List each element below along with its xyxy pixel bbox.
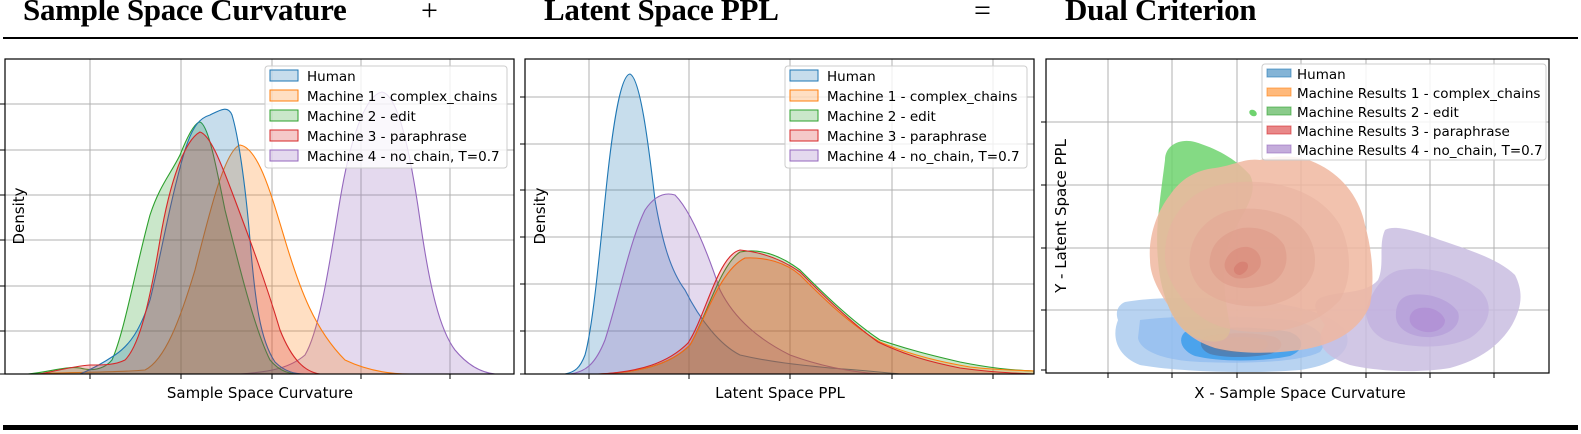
legend-label: Machine 2 - edit: [827, 109, 936, 125]
kde-machine1: [599, 257, 1034, 374]
legend-swatch-machine3: [789, 129, 819, 142]
ticks: [0, 103, 451, 379]
kde-human: [564, 73, 901, 374]
x-axis-label: X - Sample Space Curvature: [1194, 384, 1405, 402]
legend-label: Machine 4 - no_chain, T=0.7: [827, 149, 1020, 165]
plot-dual-criterion: X - Sample Space Curvature Y - Latent Sp…: [1041, 58, 1550, 402]
header-term-sample-space-curvature: Sample Space Curvature: [23, 0, 347, 27]
plot-sample-space-curvature: Sample Space Curvature Density Human Mac…: [0, 58, 515, 402]
kde-machine3: [597, 249, 1034, 374]
bottom-rule: [3, 425, 1578, 430]
legend-swatch-machine2: [1266, 106, 1292, 116]
legend-label: Machine Results 4 - no_chain, T=0.7: [1297, 143, 1543, 159]
legend-label: Machine 2 - edit: [307, 109, 416, 125]
x-axis-label: Latent Space PPL: [715, 384, 845, 402]
kde-machine2: [27, 121, 301, 374]
legend-swatch-machine1: [1266, 87, 1292, 97]
legend-label: Machine 3 - paraphrase: [307, 129, 467, 145]
kde2d-machine2-island: [1249, 109, 1257, 117]
header-equals-operator: =: [974, 0, 991, 27]
plot-latent-space-ppl: Latent Space PPL Density Human Machine 1…: [520, 58, 1035, 402]
grid: [5, 59, 514, 374]
legend-label: Machine 3 - paraphrase: [827, 129, 987, 145]
y-axis-label: Y - Latent Space PPL: [1052, 138, 1070, 293]
kde-machine1: [29, 144, 411, 374]
legend: Human Machine Results 1 - complex_chains…: [1261, 63, 1547, 161]
header-term-dual-criterion: Dual Criterion: [1065, 0, 1257, 27]
header-plus-operator: +: [421, 0, 438, 27]
plot-frame: [524, 58, 1035, 375]
kde2d-machine4: [1315, 227, 1521, 372]
plot-frame: [1045, 58, 1550, 374]
legend-label: Machine Results 1 - complex_chains: [1297, 86, 1540, 102]
y-axis-label: Density: [10, 187, 28, 244]
legend-swatch-machine4: [1266, 144, 1292, 154]
legend-swatch-human: [269, 69, 299, 82]
legend-swatch-machine4: [789, 149, 819, 162]
kde-machine3: [39, 131, 321, 374]
legend-label: Machine 1 - complex_chains: [827, 89, 1017, 105]
kde-machine4: [569, 193, 881, 374]
legend-swatch-machine2: [789, 109, 819, 122]
kde-human: [79, 108, 306, 374]
x-axis-label: Sample Space Curvature: [167, 384, 353, 402]
legend: Human Machine 1 - complex_chains Machine…: [784, 65, 1028, 169]
legend-label: Human: [1297, 67, 1346, 83]
kde2d-machine1-and-3: [1149, 156, 1373, 353]
y-axis-label: Density: [531, 187, 549, 244]
ticks: [520, 96, 994, 379]
legend-swatch-human: [789, 69, 819, 82]
legend-swatch-machine2: [269, 109, 299, 122]
plot-frame: [4, 58, 515, 375]
header-term-latent-space-ppl: Latent Space PPL: [544, 0, 779, 27]
legend-swatch-machine3: [1266, 125, 1292, 135]
legend-label: Machine 4 - no_chain, T=0.7: [307, 149, 500, 165]
ticks: [1041, 121, 1495, 378]
legend: Human Machine 1 - complex_chains Machine…: [264, 65, 508, 169]
header-rule: [3, 37, 1578, 39]
legend-swatch-machine3: [269, 129, 299, 142]
legend-swatch-machine1: [789, 89, 819, 102]
legend-label: Human: [827, 69, 876, 85]
legend-label: Machine 1 - complex_chains: [307, 89, 497, 105]
legend-label: Human: [307, 69, 356, 85]
legend-label: Machine Results 2 - edit: [1297, 105, 1459, 121]
legend-swatch-machine4: [269, 149, 299, 162]
legend-label: Machine Results 3 - paraphrase: [1297, 124, 1510, 140]
legend-swatch-machine1: [269, 89, 299, 102]
legend-swatch-human: [1266, 68, 1292, 78]
